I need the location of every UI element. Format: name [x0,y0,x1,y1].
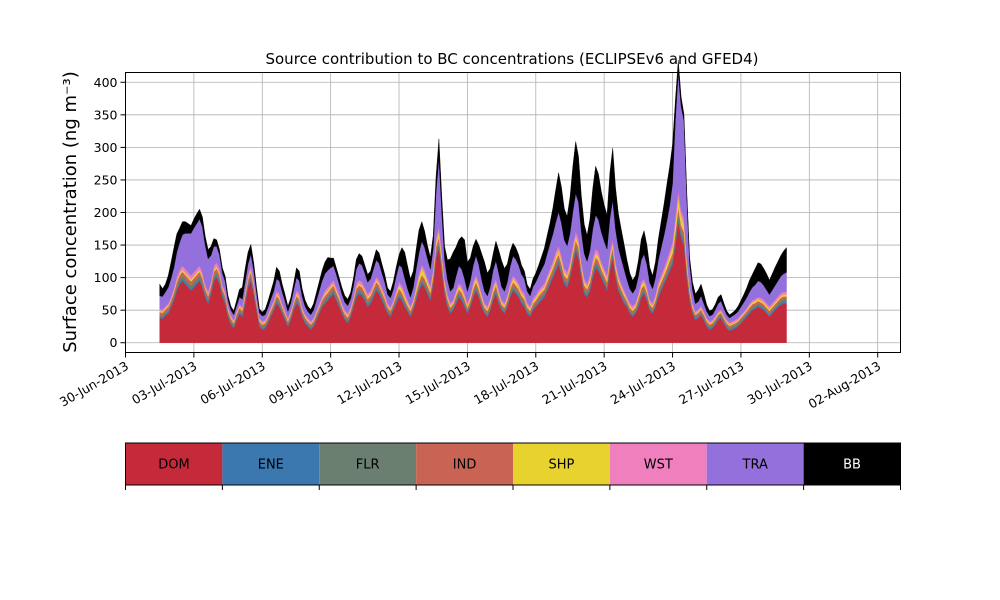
x-tick-label: 24-Jul-2013 [608,358,678,407]
legend-swatch-ind [416,443,513,485]
legend-label-shp: SHP [549,458,575,473]
x-tick-label: 18-Jul-2013 [471,358,541,407]
chart-title: Source contribution to BC concentrations… [265,50,758,68]
legend-label-dom: DOM [158,458,189,473]
x-tick-label: 27-Jul-2013 [676,358,746,407]
x-tick-label: 03-Jul-2013 [129,358,199,407]
legend-label-ene: ENE [258,458,284,473]
legend-swatch-bb [803,443,901,485]
y-tick-label: 0 [110,335,118,350]
legend-label-flr: FLR [356,458,380,473]
legend-label-bb: BB [843,458,861,473]
legend: DOM ENE FLR IND SHP WST TRA BB [125,442,901,490]
x-tick-label: 15-Jul-2013 [403,358,473,407]
y-axis-label: Surface concentration (ng m⁻³) [60,71,81,353]
stacked-areas [159,60,787,343]
x-ticks: 30-Jun-201303-Jul-201306-Jul-201309-Jul-… [57,352,884,412]
y-tick-label: 200 [94,205,118,220]
x-tick-label: 09-Jul-2013 [266,358,336,407]
x-tick-label: 06-Jul-2013 [197,358,267,407]
legend-swatch-wst [609,443,707,485]
y-tick-label: 400 [94,75,118,90]
legend-label-ind: IND [453,458,477,473]
y-tick-label: 150 [94,238,118,253]
legend-label-wst: WST [644,458,673,473]
legend-swatch-tra [706,443,804,485]
x-tick-label: 12-Jul-2013 [334,358,404,407]
y-tick-label: 300 [94,140,118,155]
y-ticks: 0 50 100 150 200 250 300 350 400 [94,75,126,350]
legend-swatch-shp [513,443,610,485]
legend-swatch-dom [125,443,223,485]
legend-swatch-flr [319,443,417,485]
y-tick-label: 250 [94,172,118,187]
y-tick-label: 100 [94,270,118,285]
x-tick-label: 30-Jun-2013 [57,358,131,409]
x-tick-label: 21-Jul-2013 [539,358,609,407]
y-tick-label: 350 [94,107,118,122]
x-tick-label: 30-Jul-2013 [745,358,815,407]
legend-label-tra: TRA [742,458,768,473]
x-tick-label: 02-Aug-2013 [806,358,884,411]
area-bb [159,60,787,319]
legend-swatch-ene [222,443,320,485]
y-tick-label: 50 [102,303,118,318]
